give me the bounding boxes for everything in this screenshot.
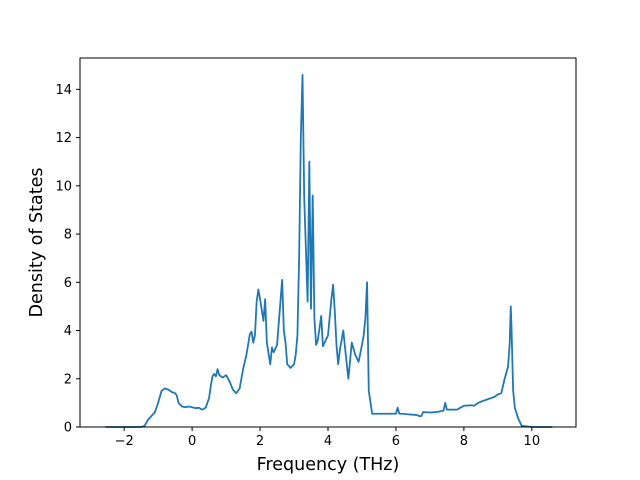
x-axis-label: Frequency (THz)	[257, 455, 400, 475]
y-axis-label: Density of States	[27, 168, 47, 318]
y-tick-label: 14	[55, 83, 72, 98]
y-axis-ticks: 0 2 4 6 8 10 12 14	[55, 83, 80, 436]
x-tick-label: 8	[460, 434, 468, 449]
y-tick-label: 4	[64, 324, 72, 339]
y-tick-label: 12	[55, 131, 72, 146]
dos-series-line-0	[105, 73, 553, 428]
y-tick-label: 0	[64, 421, 72, 436]
x-tick-label: 2	[256, 434, 264, 449]
y-tick-label: 6	[64, 276, 72, 291]
plot-area	[105, 73, 553, 428]
x-tick-label: 4	[324, 434, 332, 449]
x-tick-label: 6	[392, 434, 400, 449]
x-tick-label: 0	[188, 434, 196, 449]
x-tick-label: −2	[115, 434, 134, 449]
x-tick-label: 10	[524, 434, 541, 449]
y-tick-label: 2	[64, 372, 72, 387]
y-tick-label: 10	[55, 179, 72, 194]
axes-frame	[79, 57, 577, 428]
y-tick-label: 8	[64, 228, 72, 243]
x-axis-ticks: −2 0 2 4 6 8 10	[115, 427, 541, 449]
